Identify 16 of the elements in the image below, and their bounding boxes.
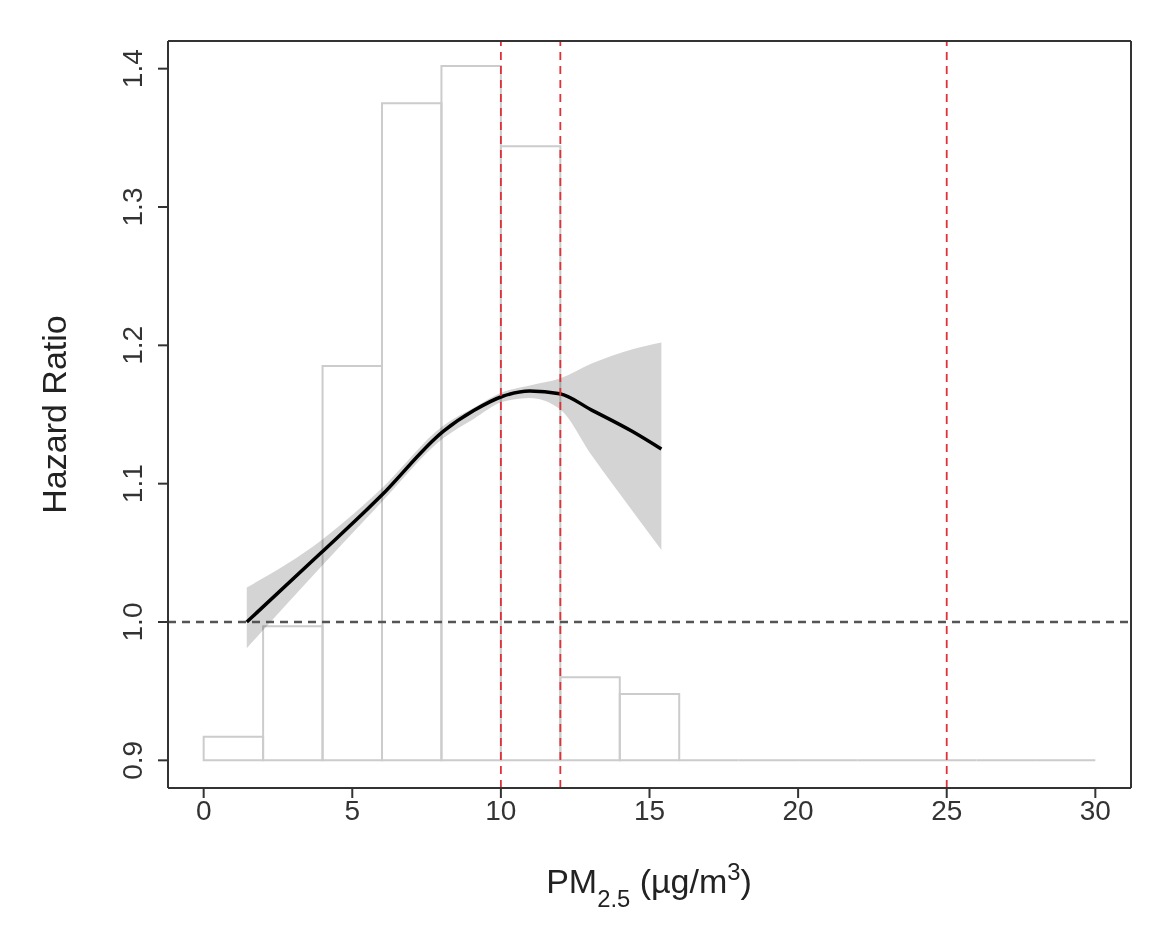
x-tick-label: 10 (485, 794, 517, 826)
y-tick-label: 1.1 (117, 464, 148, 504)
line-series (245, 389, 664, 624)
y-tick-label: 1.4 (117, 49, 148, 89)
y-tick-label: 1.2 (117, 325, 148, 365)
x-tick-label: 15 (633, 794, 666, 826)
x-tick-label: 5 (344, 794, 361, 826)
x-tick-label: 25 (931, 794, 963, 826)
x-tick-label: 30 (1079, 794, 1111, 826)
x-tick-label: 20 (782, 794, 814, 826)
y-tick-label: 1.3 (117, 187, 148, 227)
y-tick-label: 1.0 (117, 602, 148, 642)
x-tick-label: 0 (195, 794, 212, 826)
x-axis-title: PM$_{2.5}$ (µg/m$^{3}$) (546, 857, 752, 912)
y-tick-label: 0.9 (117, 740, 148, 780)
y-axis-title: Hazard Ratio (35, 315, 73, 514)
